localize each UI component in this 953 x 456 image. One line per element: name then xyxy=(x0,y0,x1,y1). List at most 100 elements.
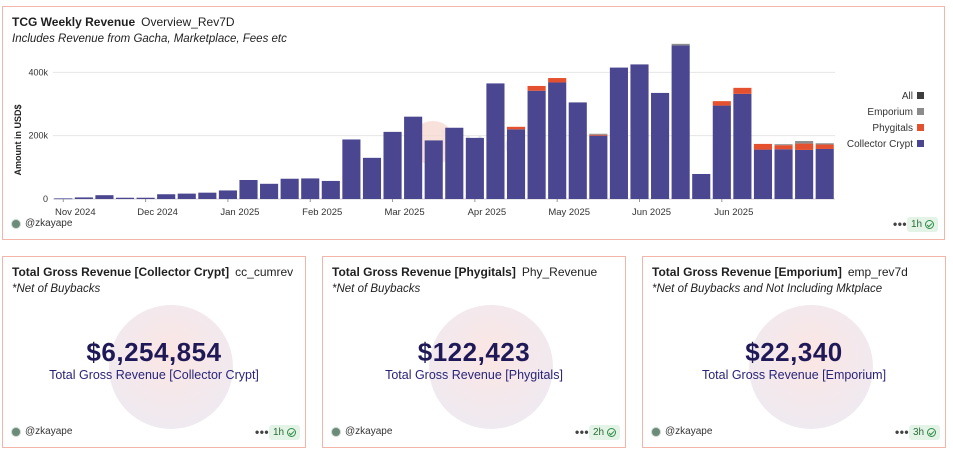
bar-collector-crypt xyxy=(753,149,773,199)
bar-collector-crypt xyxy=(115,197,135,199)
bar-phygitals xyxy=(589,134,608,136)
bar-collector-crypt xyxy=(465,137,484,199)
counter-card-emporium: Total Gross Revenue [Emporium] emp_rev7d … xyxy=(642,256,946,448)
author[interactable]: @zkayape xyxy=(331,426,392,437)
check-icon xyxy=(607,428,617,437)
bar-emporium xyxy=(795,141,814,144)
bar-emporium xyxy=(774,144,793,146)
avatar xyxy=(11,218,21,229)
bar-collector-crypt xyxy=(95,195,114,199)
counter-value: $122,423 xyxy=(417,337,531,367)
bar-phygitals xyxy=(774,145,793,150)
avatar xyxy=(11,426,21,437)
bar-collector-crypt xyxy=(671,45,690,200)
bar-collector-crypt xyxy=(795,149,814,199)
legend-swatch xyxy=(917,92,924,99)
bar-collector-crypt xyxy=(198,192,217,199)
author-name: @zkayape xyxy=(25,218,73,229)
counter-label: Total Gross Revenue [Emporium] xyxy=(701,368,887,382)
more-menu-icon[interactable]: ••• xyxy=(575,425,590,439)
bar-collector-crypt xyxy=(342,139,361,199)
bar-phygitals xyxy=(733,87,752,94)
bar-collector-crypt xyxy=(774,149,793,199)
card-title: Total Gross Revenue [Phygitals] Phy_Reven… xyxy=(332,265,598,279)
bar-collector-crypt xyxy=(506,129,526,199)
x-tick-label: Jun 2025 xyxy=(632,207,671,218)
bar-collector-crypt xyxy=(630,64,649,199)
bar-collector-crypt xyxy=(445,127,464,199)
card-footer: @zkayape ••• 2h xyxy=(323,425,625,441)
counter-value: $6,254,854 xyxy=(86,337,222,367)
bar-collector-crypt xyxy=(74,197,93,199)
bar-phygitals xyxy=(753,143,773,150)
author[interactable]: @zkayape xyxy=(11,218,72,229)
legend-swatch xyxy=(917,108,924,115)
card-subtitle: *Net of Buybacks xyxy=(12,283,101,295)
query-tag[interactable]: cc_cumrev xyxy=(235,265,294,279)
x-tick-label: Nov 2024 xyxy=(55,207,96,218)
query-tag[interactable]: Overview_Rev7D xyxy=(141,15,235,29)
counter-halo xyxy=(109,305,233,429)
legend-label: Collector Crypt xyxy=(847,139,913,150)
check-icon xyxy=(927,428,937,437)
author[interactable]: @zkayape xyxy=(11,426,72,437)
card-subtitle: *Net of Buybacks xyxy=(332,283,421,295)
card-subtitle: *Net of Buybacks and Not Including Mktpl… xyxy=(652,283,883,295)
bar-collector-crypt xyxy=(383,131,402,199)
card-footer: @zkayape ••• 3h xyxy=(643,425,945,441)
y-axis-label: Amount in USD$ xyxy=(13,105,23,176)
x-tick-label: Dec 2024 xyxy=(137,207,178,218)
bar-collector-crypt xyxy=(486,83,505,199)
author[interactable]: @zkayape xyxy=(651,426,712,437)
bar-collector-crypt xyxy=(54,198,73,200)
bar-collector-crypt xyxy=(404,116,423,199)
chart-card: TCG Weekly Revenue Overview_Rev7D Include… xyxy=(2,6,945,240)
bar-phygitals xyxy=(506,126,526,130)
bar-emporium xyxy=(815,143,834,145)
more-menu-icon[interactable]: ••• xyxy=(255,425,270,439)
query-tag[interactable]: Phy_Revenue xyxy=(521,265,598,279)
card-title: Total Gross Revenue [Emporium] emp_rev7d xyxy=(652,265,908,279)
bar-collector-crypt xyxy=(733,93,752,199)
bar-collector-crypt xyxy=(321,180,340,199)
freshness-value: 1h xyxy=(911,219,923,230)
bar-collector-crypt xyxy=(157,194,176,199)
bar-collector-crypt xyxy=(301,178,320,199)
bar-collector-crypt xyxy=(280,178,299,199)
bar-series xyxy=(54,43,834,200)
bar-collector-crypt xyxy=(712,105,731,199)
chart-title: TCG Weekly Revenue xyxy=(12,15,136,29)
bar-collector-crypt xyxy=(548,82,567,199)
bar-collector-crypt xyxy=(815,148,834,199)
query-tag[interactable]: emp_rev7d xyxy=(847,265,908,279)
bar-phygitals xyxy=(795,143,814,150)
bar-phygitals xyxy=(548,78,567,83)
avatar xyxy=(651,426,661,437)
card-title: Total Gross Revenue [Collector Crypt] cc_… xyxy=(12,265,294,279)
x-tick-label: May 2025 xyxy=(548,207,590,218)
freshness-badge: 1h xyxy=(907,217,939,232)
counter-halo xyxy=(749,305,873,429)
bar-phygitals xyxy=(527,85,546,91)
freshness-badge: 2h xyxy=(589,425,621,440)
bar-collector-crypt xyxy=(609,67,628,199)
y-tick-label: 400k xyxy=(28,67,48,77)
more-menu-icon[interactable]: ••• xyxy=(893,217,908,231)
y-tick-label: 200k xyxy=(28,131,48,141)
x-tick-label: Feb 2025 xyxy=(302,207,342,218)
bar-emporium xyxy=(671,43,690,46)
x-tick-label: Jun 2025 xyxy=(714,207,753,218)
bar-collector-crypt xyxy=(239,180,258,199)
bar-collector-crypt xyxy=(177,193,196,199)
bar-phygitals xyxy=(712,101,731,106)
legend-label: Emporium xyxy=(867,107,913,118)
counter-label: Total Gross Revenue [Phygitals] xyxy=(385,368,563,382)
bar-collector-crypt xyxy=(527,90,546,199)
bar-collector-crypt xyxy=(651,92,670,199)
y-tick-label: 0 xyxy=(43,194,48,204)
more-menu-icon[interactable]: ••• xyxy=(895,425,910,439)
bar-collector-crypt xyxy=(424,140,443,199)
legend: All Emporium Phygitals Collector Crypt xyxy=(847,91,924,150)
bar-emporium xyxy=(589,133,608,135)
check-icon xyxy=(287,428,297,437)
